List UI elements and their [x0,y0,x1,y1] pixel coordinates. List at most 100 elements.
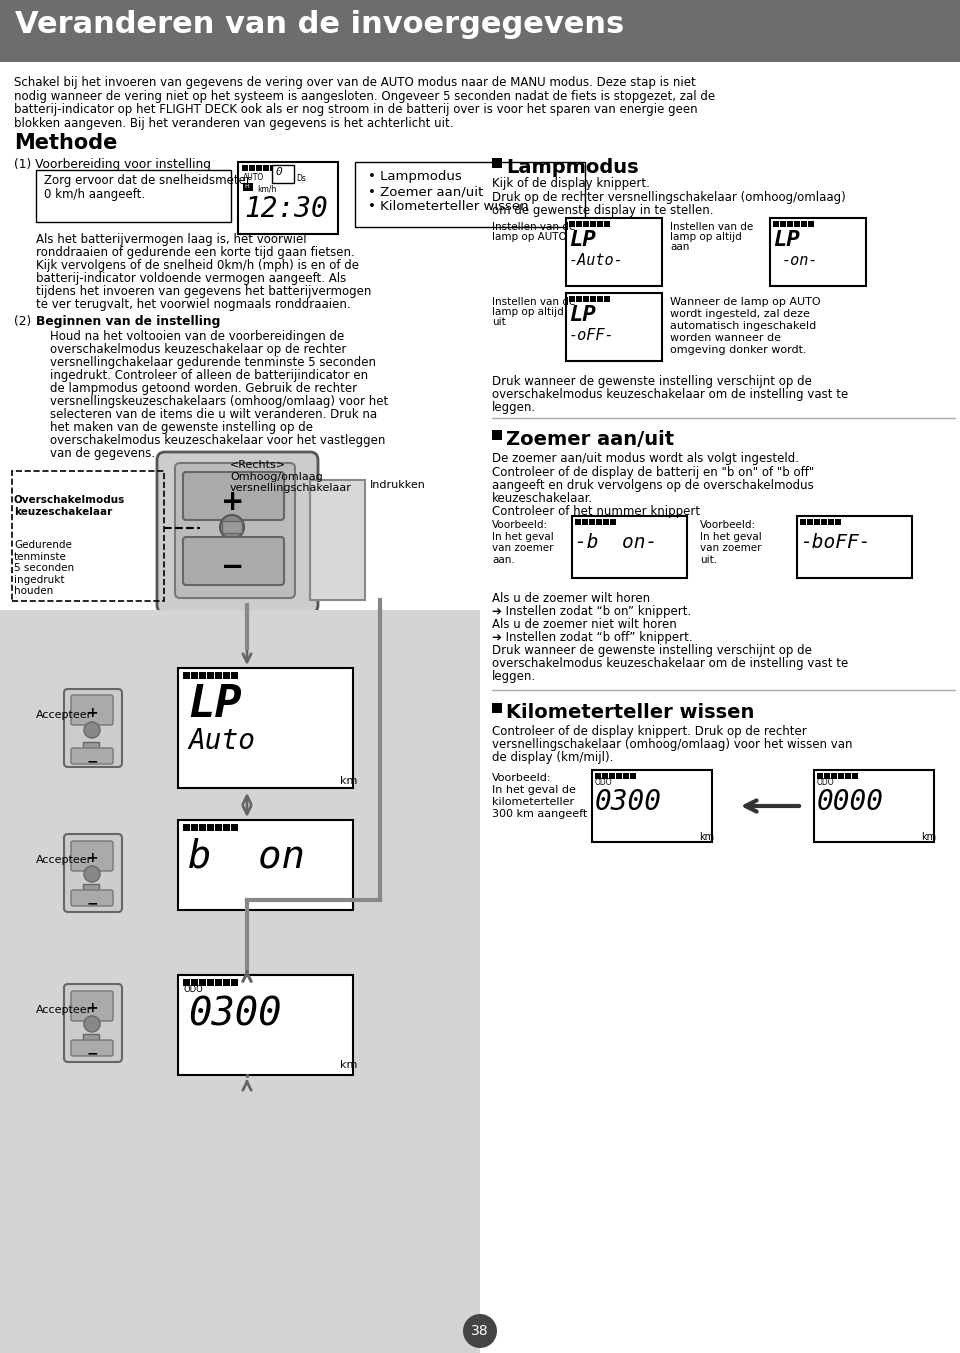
Text: Veranderen van de invoergegevens: Veranderen van de invoergegevens [15,9,624,39]
FancyBboxPatch shape [238,162,338,234]
FancyBboxPatch shape [821,520,827,525]
Text: LP: LP [773,230,800,250]
Text: LP: LP [569,230,596,250]
FancyBboxPatch shape [838,773,844,779]
Text: −: − [222,553,245,580]
FancyBboxPatch shape [223,980,230,986]
FancyBboxPatch shape [71,990,113,1022]
FancyBboxPatch shape [207,672,214,679]
FancyBboxPatch shape [603,520,609,525]
FancyBboxPatch shape [231,824,238,831]
FancyBboxPatch shape [191,980,198,986]
Text: Druk wanneer de gewenste instelling verschijnt op de: Druk wanneer de gewenste instelling vers… [492,644,812,658]
FancyBboxPatch shape [183,672,190,679]
Text: Controleer of de display de batterij en "b on" of "b off": Controleer of de display de batterij en … [492,465,814,479]
Text: Gedurende
tenminste
5 seconden
ingedrukt
houden: Gedurende tenminste 5 seconden ingedrukt… [14,540,74,597]
Text: In het geval de: In het geval de [492,785,576,796]
Text: ODO: ODO [183,985,203,994]
Text: Lampmodus: Lampmodus [506,158,638,177]
FancyBboxPatch shape [808,221,814,227]
FancyBboxPatch shape [828,520,834,525]
Text: km: km [699,832,714,842]
FancyBboxPatch shape [178,976,353,1076]
Text: tijdens het invoeren van gegevens het batterijvermogen: tijdens het invoeren van gegevens het ba… [36,285,372,298]
Text: 12:30: 12:30 [244,195,327,223]
FancyBboxPatch shape [576,221,582,227]
FancyBboxPatch shape [215,824,222,831]
Text: nodig wanneer de vering niet op het systeem is aangesloten. Ongeveer 5 seconden : nodig wanneer de vering niet op het syst… [14,89,715,103]
FancyBboxPatch shape [191,824,198,831]
Text: -oFF-: -oFF- [569,327,614,344]
FancyBboxPatch shape [64,984,122,1062]
Text: Indrukken: Indrukken [370,480,426,490]
FancyBboxPatch shape [183,980,190,986]
Text: +: + [222,488,245,515]
Text: Overschakelmodus
keuzeschakelaar: Overschakelmodus keuzeschakelaar [14,495,125,517]
Text: (2): (2) [14,315,36,327]
Circle shape [84,1016,100,1032]
Text: Als u de zoemer niet wilt horen: Als u de zoemer niet wilt horen [492,618,677,630]
FancyBboxPatch shape [831,773,837,779]
FancyBboxPatch shape [215,980,222,986]
FancyBboxPatch shape [787,221,793,227]
Text: ODO: ODO [817,778,834,787]
Text: Voorbeeld:
In het geval
van zoemer
uit.: Voorbeeld: In het geval van zoemer uit. [700,520,761,564]
Circle shape [220,515,244,538]
Text: te ver terugvalt, het voorwiel nogmaals ronddraaien.: te ver terugvalt, het voorwiel nogmaals … [36,298,350,311]
FancyBboxPatch shape [597,296,603,302]
Text: versnellingschakelaar (omhoog/omlaag) voor het wissen van: versnellingschakelaar (omhoog/omlaag) vo… [492,737,852,751]
Text: Wanneer de lamp op AUTO: Wanneer de lamp op AUTO [670,298,821,307]
FancyBboxPatch shape [71,695,113,725]
FancyBboxPatch shape [780,221,786,227]
FancyBboxPatch shape [183,537,284,584]
Circle shape [463,1314,497,1348]
FancyBboxPatch shape [157,452,318,613]
Text: leggen.: leggen. [492,400,536,414]
FancyBboxPatch shape [800,520,806,525]
Text: Zoemer aan/uit: Zoemer aan/uit [506,430,674,449]
FancyBboxPatch shape [270,165,276,170]
FancyBboxPatch shape [630,773,636,779]
Text: 0000: 0000 [817,787,884,816]
FancyBboxPatch shape [277,165,283,170]
Text: -boFF-: -boFF- [800,533,871,552]
Text: −: − [86,754,98,769]
FancyBboxPatch shape [604,221,610,227]
FancyBboxPatch shape [623,773,629,779]
FancyBboxPatch shape [770,218,866,285]
Text: Als u de zoemer wilt horen: Als u de zoemer wilt horen [492,593,650,605]
FancyBboxPatch shape [36,170,231,222]
FancyBboxPatch shape [604,296,610,302]
FancyBboxPatch shape [616,773,622,779]
Text: Accepteer: Accepteer [36,855,92,865]
FancyBboxPatch shape [223,824,230,831]
FancyBboxPatch shape [310,480,365,599]
Text: 0: 0 [275,166,281,177]
FancyBboxPatch shape [801,221,807,227]
FancyBboxPatch shape [71,890,113,907]
Text: Auto: Auto [188,727,255,755]
FancyBboxPatch shape [572,515,687,578]
FancyBboxPatch shape [231,672,238,679]
Text: Voorbeeld:: Voorbeeld: [492,773,551,783]
Circle shape [84,866,100,882]
Text: Controleer of de display knippert. Druk op de rechter: Controleer of de display knippert. Druk … [492,725,806,737]
Text: uit: uit [492,317,506,327]
FancyBboxPatch shape [609,773,615,779]
Text: worden wanneer de: worden wanneer de [670,333,781,344]
Text: +: + [86,851,98,865]
Text: 0 km/h aangeeft.: 0 km/h aangeeft. [44,188,145,202]
Text: het maken van de gewenste instelling op de: het maken van de gewenste instelling op … [50,421,313,434]
Text: LP: LP [188,683,242,727]
FancyBboxPatch shape [602,773,608,779]
FancyBboxPatch shape [199,980,206,986]
Text: (1) Voorbereiding voor instelling: (1) Voorbereiding voor instelling [14,158,211,170]
Text: Instellen van de: Instellen van de [670,222,754,231]
Text: automatisch ingeschakeld: automatisch ingeschakeld [670,321,816,331]
FancyBboxPatch shape [178,820,353,911]
Text: Methode: Methode [14,133,117,153]
Text: keuzeschakelaar.: keuzeschakelaar. [492,492,593,505]
FancyBboxPatch shape [199,672,206,679]
FancyBboxPatch shape [71,748,113,764]
FancyBboxPatch shape [263,165,269,170]
